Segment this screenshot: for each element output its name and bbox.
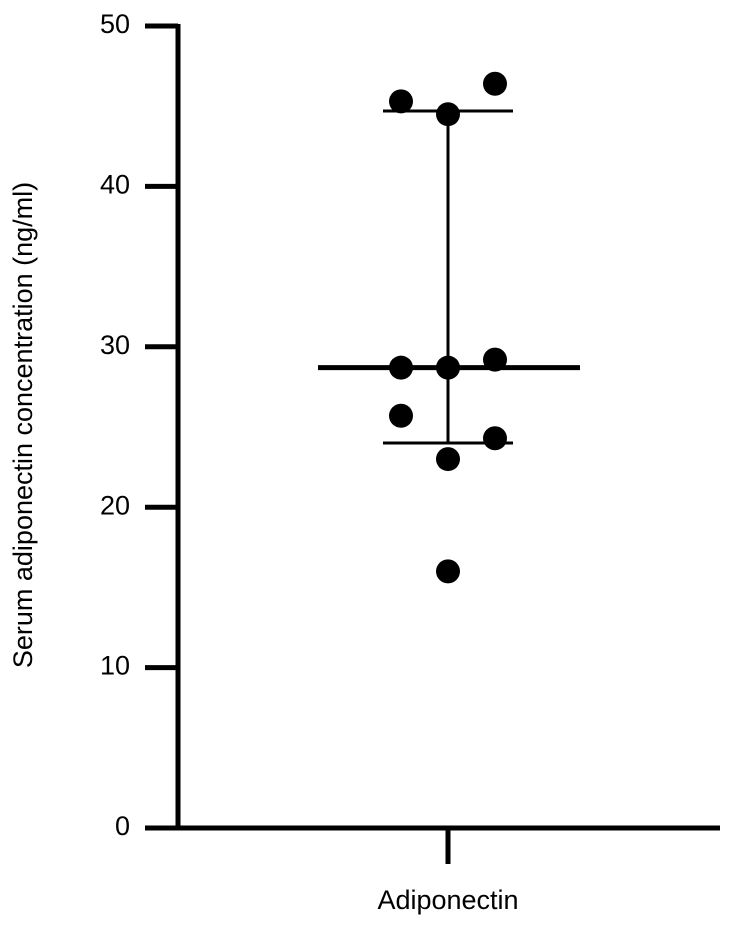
y-tick-label: 30 (100, 330, 130, 360)
y-tick-label: 50 (100, 9, 130, 39)
data-point (436, 447, 460, 472)
y-tick-label: 10 (100, 651, 130, 681)
x-tick-label: Adiponectin (377, 885, 518, 915)
data-point (483, 71, 507, 96)
y-tick-label: 20 (100, 490, 130, 520)
y-axis-label: Serum adiponectin concentration (ng/ml) (8, 182, 38, 668)
y-tick-label: 40 (100, 170, 130, 200)
y-tick-label: 0 (115, 811, 130, 841)
data-point (436, 102, 460, 127)
data-point (436, 559, 460, 584)
data-point (389, 89, 413, 114)
data-point (483, 426, 507, 451)
data-point (389, 403, 413, 428)
